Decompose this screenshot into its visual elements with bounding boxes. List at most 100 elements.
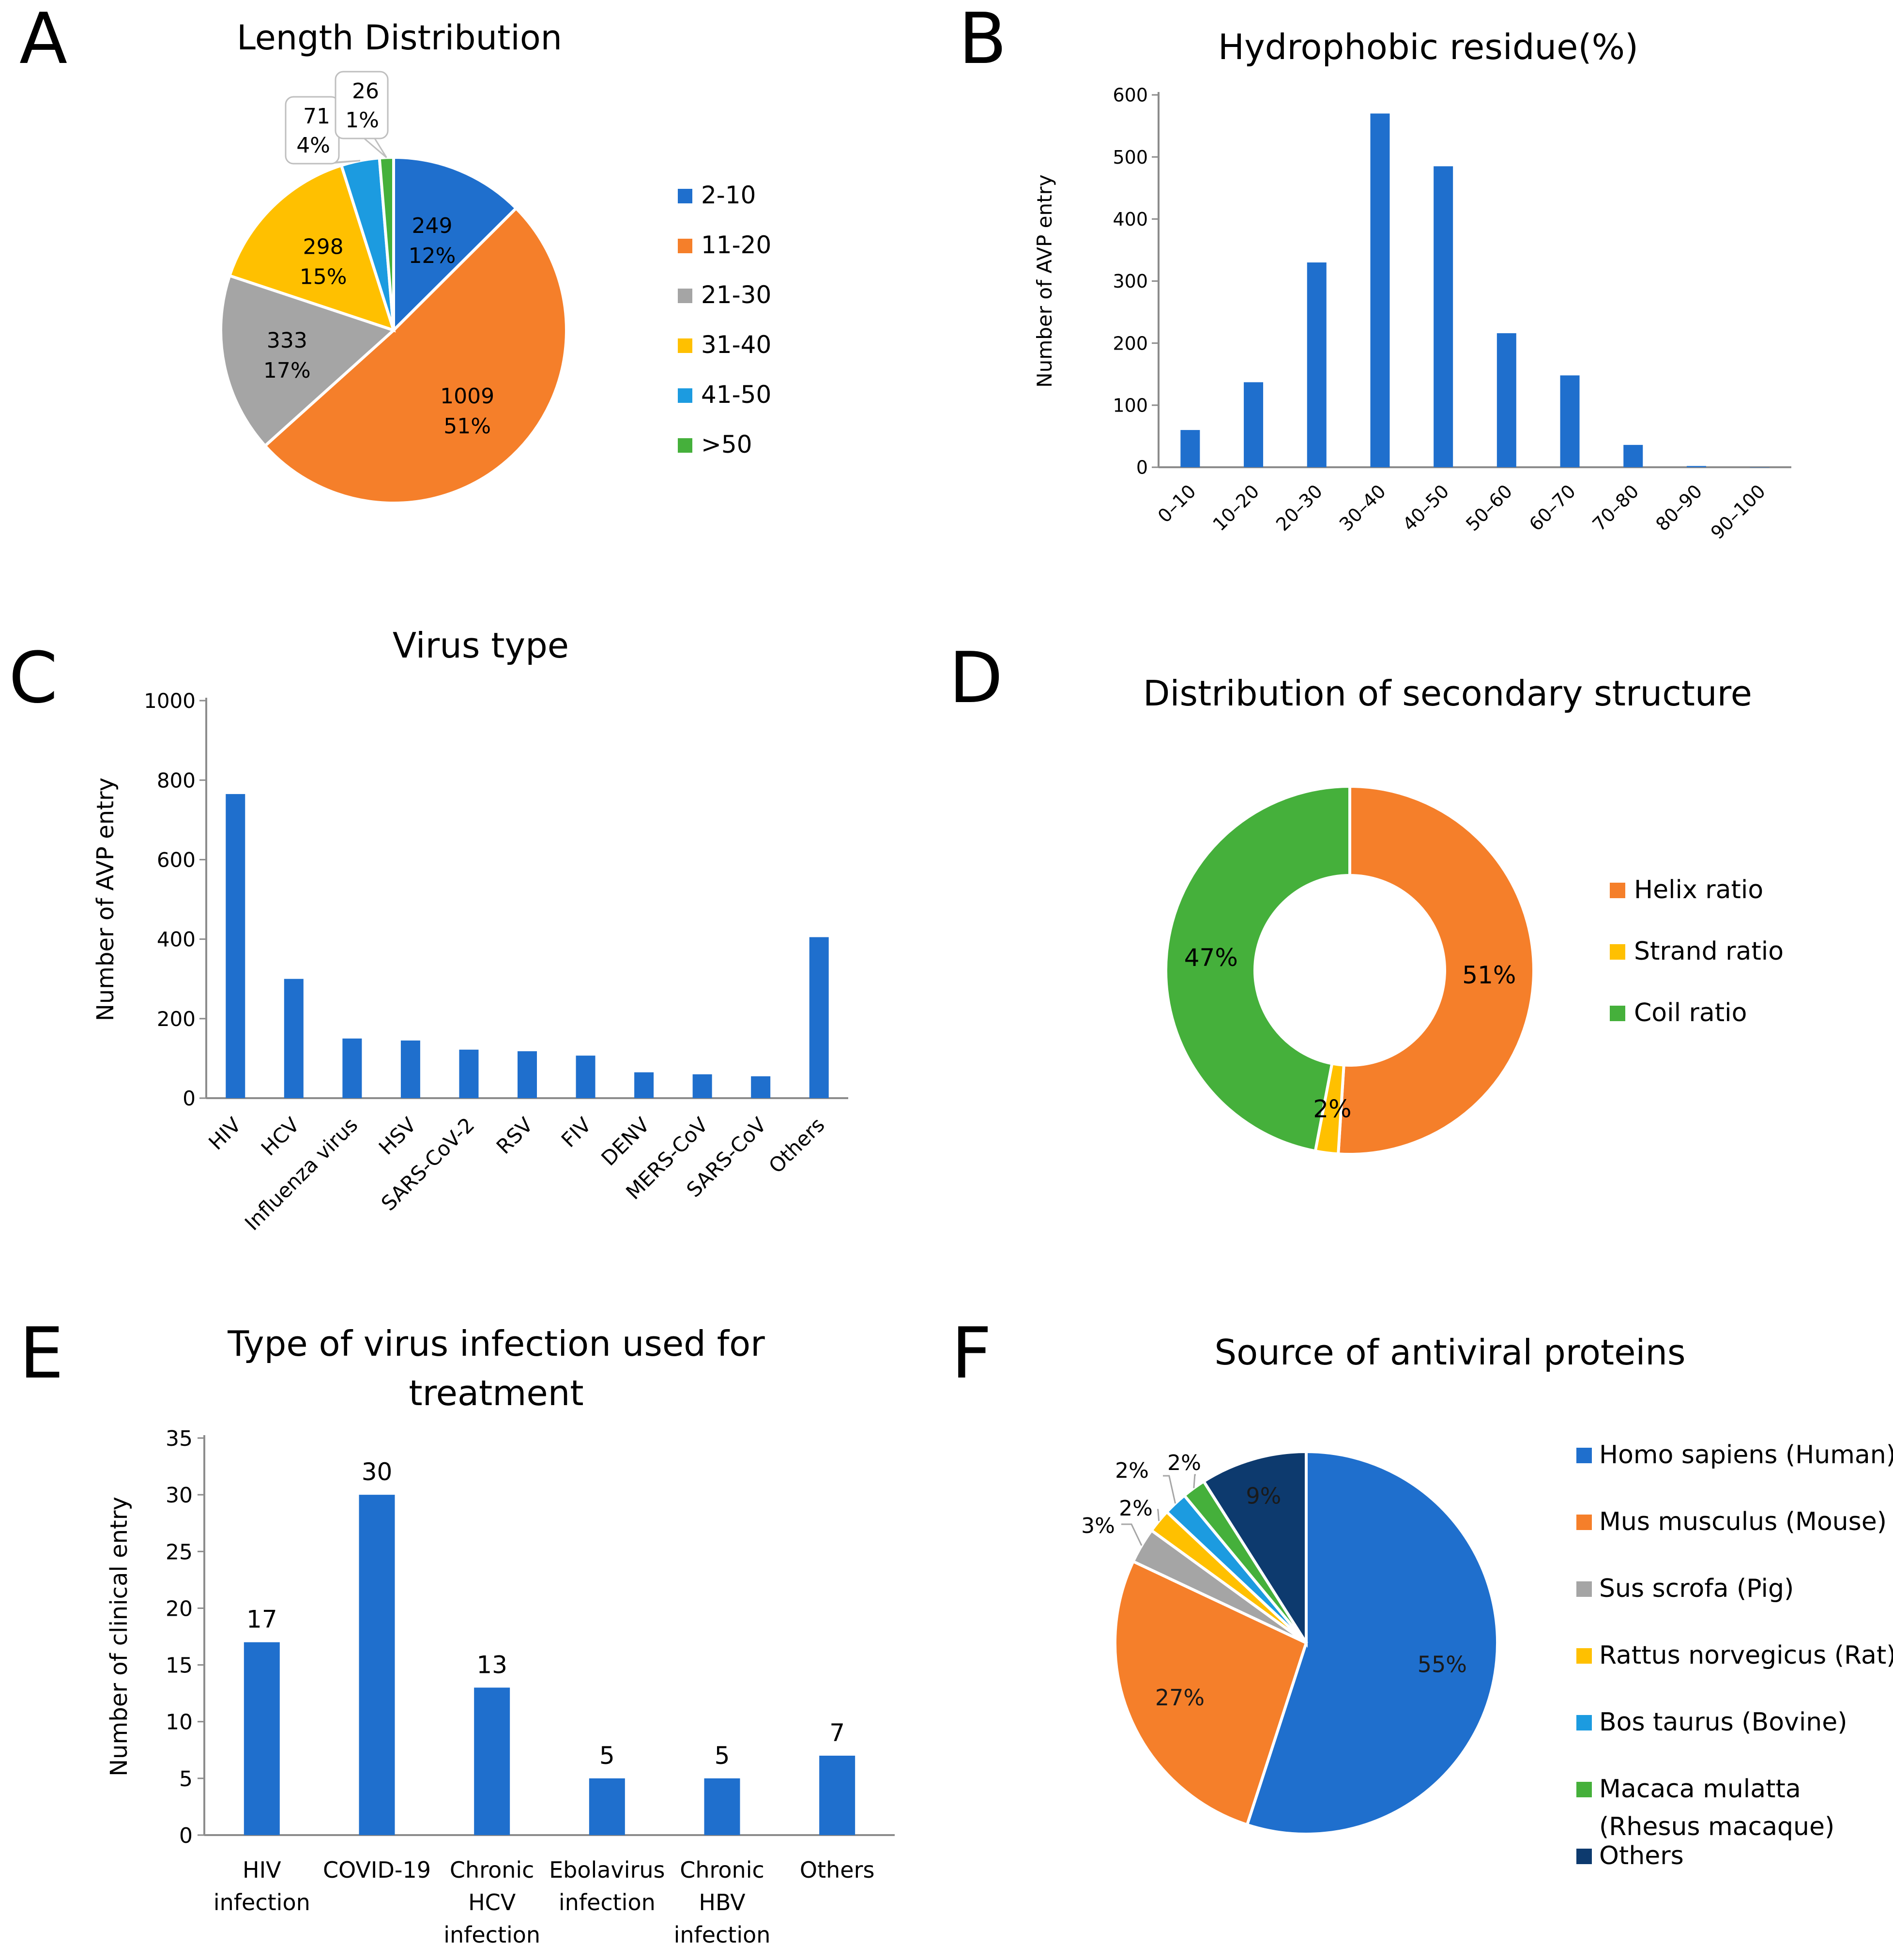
pie-slice [1114,1559,1308,1827]
legend-label-line: Bos taurus (Bovine) [1599,1708,1847,1737]
data-label-percent: 47% [1184,944,1238,972]
panel-a-length-distribution: Length Distribution 249 12% 1009 51% 333 17% 29… [219,18,771,505]
legend-label: 2-10 [701,181,756,209]
legend-swatch [1610,944,1625,960]
pie-slice [1202,1450,1308,1648]
x-tick-label-line: Others [800,1857,875,1883]
x-tick-label-line: infection [214,1889,310,1915]
bar [576,1056,595,1098]
data-label-percent: 27% [1155,1684,1205,1711]
legend-swatch [678,239,692,253]
y-tick-label: 600 [1113,85,1148,106]
panel-e-virus-infection: Type of virus infection used for treatmen… [106,1323,895,1948]
x-tick-label-line: infection [559,1889,656,1915]
y-tick-label: 400 [1113,209,1148,230]
data-label: 30 [362,1458,393,1486]
data-label-value: 249 [412,214,452,238]
data-label-value: 71 [303,104,330,129]
callout-pointer [364,138,387,158]
legend-swatch [1576,1715,1592,1730]
legend-label-line: Homo sapiens (Human) [1599,1440,1893,1470]
panel-letter-d: D [949,637,1003,719]
y-axis-label: Number of AVP entry [1033,174,1056,387]
donut-slice [1336,784,1535,1156]
leader-line [1163,1475,1176,1504]
data-label: 7 [829,1719,845,1747]
y-axis-label: Number of AVP entry [92,778,119,1021]
bar [634,1072,654,1098]
data-label-percent: 2% [1119,1496,1153,1521]
data-label: 5 [599,1742,615,1770]
y-tick-label: 15 [166,1654,193,1678]
legend-swatch [678,338,692,353]
y-tick-label: 35 [166,1426,193,1451]
legend-swatch [678,189,692,203]
panel-letter-a: A [19,0,67,80]
legend-swatch [1576,1581,1592,1597]
bar [1623,444,1643,467]
y-tick-label: 200 [157,1007,196,1031]
legend-label: >50 [701,430,752,459]
y-tick-label: 500 [1113,147,1148,168]
y-tick-label: 200 [1113,333,1148,354]
bar [1307,262,1327,467]
data-label-value: 26 [352,79,379,104]
pie-slice [219,274,397,448]
leader-line [1157,1509,1160,1521]
legend-swatch [678,289,692,303]
x-tick-label-line: HIV [243,1857,281,1883]
x-tick-label-line: Ebolavirus [549,1857,665,1883]
y-tick-label: 25 [166,1540,193,1564]
legend-label: 31-40 [701,331,771,359]
chart-title: Distribution of secondary structure [1143,673,1752,714]
data-label-value: 333 [267,328,307,353]
y-tick-label: 5 [179,1767,193,1792]
y-tick-label: 0 [183,1087,196,1110]
bar [342,1038,362,1098]
leader-line [1193,1474,1196,1488]
data-label-percent: 2% [1115,1458,1149,1483]
leader-line [1121,1523,1143,1546]
chart-title-line: treatment [409,1373,583,1413]
bar [244,1642,280,1835]
data-label-percent: 2% [1167,1451,1201,1475]
y-tick-label: 400 [157,928,196,951]
data-label-value: 298 [303,235,344,260]
legend-label-line: Mus musculus (Mouse) [1599,1507,1887,1536]
data-label-percent: 1% [345,108,379,133]
legend-swatch [1576,1849,1592,1864]
chart-title: Hydrophobic residue(%) [1218,27,1638,67]
pie-slice [228,163,396,333]
data-label-percent: 51% [1462,961,1516,989]
donut-slice [1164,784,1351,1153]
legend-swatch [1610,883,1625,898]
legend-label: Coil ratio [1634,998,1747,1027]
y-tick-label: 300 [1113,271,1148,292]
legend-label-line: Others [1599,1841,1684,1870]
bar [226,794,245,1098]
data-label: 17 [246,1606,277,1634]
panel-f-protein-source: Source of antiviral proteins55%27%9%3%2%… [1081,1332,1893,1870]
data-label-percent: 51% [443,414,491,439]
bar [692,1074,712,1098]
bar [400,1040,420,1098]
legend-label: 41-50 [701,381,771,409]
legend-swatch [1610,1006,1625,1021]
y-tick-label: 0 [1136,457,1148,478]
legend-swatch [1576,1448,1592,1463]
bar [459,1049,479,1098]
y-tick-label: 10 [166,1710,193,1735]
legend-swatch [678,438,692,453]
bar [819,1756,855,1835]
legend-swatch [1576,1782,1592,1797]
bar [1496,333,1516,467]
bar [589,1778,625,1835]
y-axis-label: Number of clinical entry [106,1497,133,1776]
legend-label-line: (Rhesus macaque) [1599,1812,1834,1841]
bar [359,1495,395,1835]
bar [1434,166,1453,467]
y-tick-label: 1000 [144,689,196,713]
y-tick-label: 30 [166,1483,193,1508]
x-tick-label-line: COVID-19 [323,1857,431,1883]
x-tick-label-line: infection [674,1922,771,1948]
